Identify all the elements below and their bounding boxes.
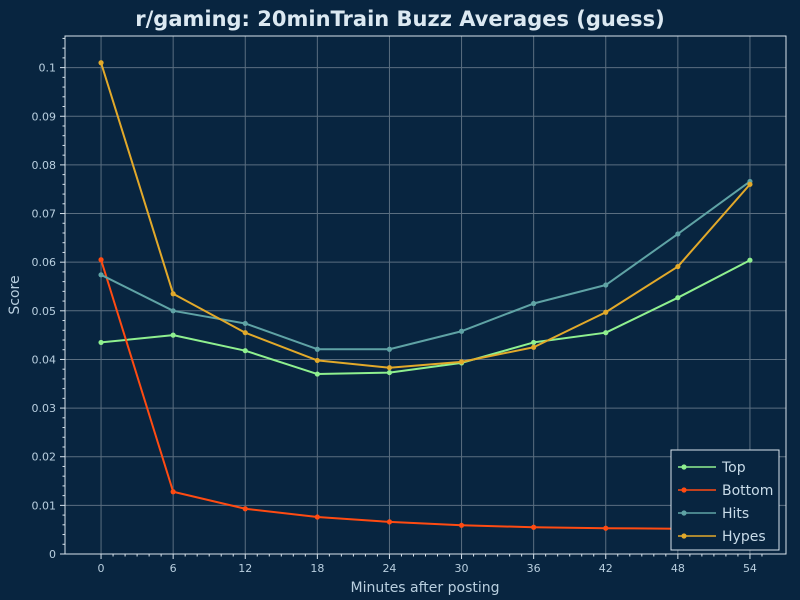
data-point-hypes [98, 60, 104, 66]
x-tick-label: 24 [382, 562, 396, 575]
legend-marker-top [681, 464, 687, 470]
y-axis: 0 0.01 0.02 0.03 0.04 0.05 0.06 0.07 0.08 0.09 0.1 [32, 37, 65, 561]
data-point-top [386, 369, 393, 376]
y-tick-label: 0.06 [32, 256, 57, 269]
data-point-hits [170, 308, 176, 314]
legend: Top Bottom Hits Hypes [670, 449, 780, 551]
data-point-hits [314, 346, 320, 352]
data-point-hypes [386, 365, 393, 371]
series-line-top [100, 259, 751, 376]
y-tick-label: 0.1 [39, 62, 57, 75]
data-point-top [170, 332, 176, 338]
data-point-hits [675, 231, 681, 237]
data-point-top [242, 348, 248, 354]
legend-marker-bottom [681, 487, 687, 493]
x-tick-label: 6 [170, 562, 177, 575]
y-tick-label: 0.01 [32, 499, 57, 512]
data-point-bottom [314, 514, 320, 520]
data-point-hits [458, 328, 465, 334]
data-point-hypes [603, 309, 609, 315]
y-tick-label: 0.08 [32, 159, 57, 172]
data-point-hypes [242, 330, 248, 336]
x-tick-label: 48 [671, 562, 685, 575]
legend-label-top: Top [721, 460, 746, 476]
x-tick-label: 42 [599, 562, 613, 575]
data-point-hypes [531, 344, 537, 350]
x-tick-label: 36 [527, 562, 541, 575]
data-point-top [603, 330, 609, 336]
data-point-bottom [98, 257, 104, 263]
x-axis-label: Minutes after posting [350, 580, 499, 596]
grid [65, 36, 786, 554]
x-tick-label: 0 [98, 562, 105, 575]
data-point-hypes [458, 359, 465, 365]
data-point-top [675, 295, 681, 301]
legend-label-hits: Hits [722, 506, 749, 522]
x-tick-label: 54 [743, 562, 757, 575]
data-point-hypes [314, 357, 320, 364]
data-point-hits [531, 300, 537, 307]
data-point-hypes [675, 263, 681, 270]
legend-marker-hypes [681, 533, 687, 539]
data-point-top [531, 339, 537, 346]
data-point-bottom [170, 489, 176, 495]
legend-marker-hits [681, 510, 687, 516]
data-point-bottom [386, 519, 393, 525]
x-tick-label: 30 [455, 562, 469, 575]
data-point-hypes [747, 181, 753, 187]
series-line-hypes [100, 62, 751, 369]
y-axis-label: Score [7, 275, 23, 314]
series-bottom [98, 257, 753, 532]
data-point-hits [242, 320, 248, 327]
series-line-bottom [100, 259, 750, 530]
y-tick-label: 0.02 [32, 451, 57, 464]
data-point-bottom [458, 522, 465, 528]
series-line-hits [100, 180, 751, 351]
y-tick-label: 0.04 [32, 353, 57, 366]
series-top [98, 257, 753, 377]
data-point-hits [386, 346, 393, 352]
y-tick-label: 0.05 [32, 305, 57, 318]
y-tick-label: 0.09 [32, 110, 57, 123]
data-point-top [314, 371, 320, 377]
y-tick-label: 0 [49, 548, 56, 561]
legend-label-bottom: Bottom [722, 483, 773, 499]
chart-title: r/gaming: 20minTrain Buzz Averages (gues… [135, 7, 664, 31]
data-point-bottom [531, 524, 537, 530]
data-point-bottom [242, 506, 248, 512]
data-point-hypes [170, 291, 176, 297]
data-point-bottom [603, 525, 609, 531]
data-point-top [747, 257, 753, 263]
y-tick-label: 0.03 [32, 402, 57, 415]
series-hits [98, 178, 753, 352]
y-tick-label: 0.07 [32, 208, 57, 221]
series-hypes [98, 60, 753, 371]
x-axis: 0 6 12 18 24 30 36 42 48 54 [98, 554, 763, 575]
x-tick-label: 18 [310, 562, 324, 575]
x-tick-label: 12 [238, 562, 252, 575]
legend-box [670, 449, 780, 551]
data-point-top [98, 339, 104, 346]
data-point-hits [98, 272, 104, 278]
legend-label-hypes: Hypes [722, 529, 766, 545]
series-layer [98, 60, 753, 532]
data-point-hits [603, 282, 609, 288]
